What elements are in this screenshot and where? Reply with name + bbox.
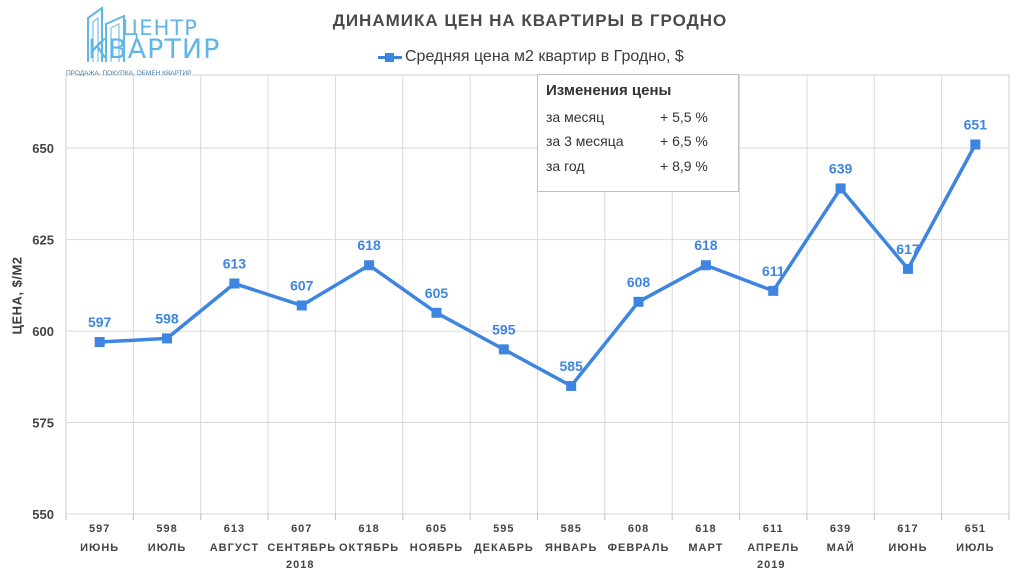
data-label: 585 — [559, 358, 583, 374]
x-category-label: АПРЕЛЬ — [747, 542, 799, 554]
price-change-title: Изменения цены — [546, 82, 672, 99]
data-label: 618 — [694, 237, 718, 253]
y-tick-label: 550 — [32, 507, 54, 522]
data-label: 639 — [829, 160, 853, 176]
x-value-label: 608 — [628, 523, 649, 535]
x-category-label: МАРТ — [688, 542, 723, 554]
company-logo: ЦЕНТР КВАРТИР ПРОДАЖА. ПОКУПКА. ОБМЕН КВ… — [66, 4, 219, 86]
x-value-label: 597 — [89, 523, 110, 535]
data-label: 598 — [155, 310, 179, 326]
x-value-label: 607 — [291, 523, 312, 535]
data-point — [700, 260, 711, 271]
x-value-label: 585 — [560, 523, 581, 535]
legend-label: Средняя цена м2 квартир в Гродно, $ — [405, 48, 684, 65]
change-row-year: за год + 8,9 % — [546, 158, 736, 176]
building-icon — [87, 6, 125, 62]
x-category-label: ДЕКАБРЬ — [474, 542, 534, 554]
data-point — [835, 183, 846, 194]
data-label: 595 — [492, 321, 516, 337]
change-value: + 5,5 % — [660, 109, 708, 125]
logo-text-main: КВАРТИР — [88, 34, 221, 65]
logo-tagline: ПРОДАЖА. ПОКУПКА. ОБМЕН КВАРТИР — [66, 70, 192, 77]
data-point — [970, 139, 981, 150]
x-category-label: ЯНВАРЬ — [545, 542, 597, 554]
data-point — [94, 337, 105, 348]
x-value-label: 639 — [830, 523, 851, 535]
y-axis-title: ЦЕНА, $/М2 — [9, 256, 25, 335]
x-value-label: 598 — [156, 523, 177, 535]
x-category-label: ИЮНЬ — [80, 542, 119, 554]
x-value-label: 617 — [897, 523, 918, 535]
x-category-label: МАЙ — [827, 541, 855, 554]
x-category-label: ИЮНЬ — [888, 542, 927, 554]
series-price — [94, 139, 981, 391]
x-category-label: ИЮЛЬ — [148, 542, 186, 554]
x-value-label: 605 — [426, 523, 447, 535]
data-point — [229, 278, 240, 289]
x-value-label: 595 — [493, 523, 514, 535]
data-point — [498, 344, 509, 355]
data-point — [902, 263, 913, 274]
data-point — [566, 380, 577, 391]
data-label: 613 — [223, 256, 247, 272]
data-label: 597 — [88, 314, 112, 330]
y-tick-label: 625 — [32, 233, 54, 248]
y-tick-label: 600 — [32, 324, 54, 339]
x-value-label: 618 — [358, 523, 379, 535]
data-label: 605 — [425, 285, 449, 301]
legend-marker-icon — [378, 50, 402, 64]
data-label: 608 — [627, 274, 651, 290]
data-point — [768, 285, 779, 296]
data-point — [364, 260, 375, 271]
data-point — [633, 296, 644, 307]
data-label: 618 — [357, 237, 381, 253]
data-point — [431, 307, 442, 318]
data-label: 607 — [290, 277, 314, 293]
change-label: за год — [546, 158, 585, 174]
x-category-label: СЕНТЯБРЬ — [267, 542, 336, 554]
data-labels: 597 598 613 607 618 605 595 585 608 618 611 639 617 6… — [88, 117, 987, 374]
change-value: + 8,9 % — [660, 158, 708, 174]
x-category-label: ОКТЯБРЬ — [339, 542, 399, 554]
x-value-label: 651 — [965, 523, 986, 535]
legend: Средняя цена м2 квартир в Гродно, $ — [378, 47, 684, 67]
data-point — [296, 300, 307, 311]
y-tick-label: 650 — [32, 141, 54, 156]
x-category-label: ФЕВРАЛЬ — [608, 542, 670, 554]
x-value-label: 613 — [224, 523, 245, 535]
data-label: 651 — [964, 117, 988, 133]
data-label: 617 — [896, 241, 920, 257]
chart-title: ДИНАМИКА ЦЕН НА КВАРТИРЫ В ГРОДНО — [332, 11, 728, 30]
x-category-label: ИЮЛЬ — [956, 542, 994, 554]
x-value-label: 618 — [695, 523, 716, 535]
x-value-label: 611 — [763, 523, 784, 535]
change-row-month: за месяц + 5,5 % — [546, 109, 736, 127]
x-category-label: АВГУСТ — [210, 542, 259, 554]
year-label-2019: 2019 — [757, 559, 786, 571]
series-line — [99, 143, 977, 388]
change-value: + 6,5 % — [660, 133, 708, 149]
price-change-box: Изменения цены за месяц + 5,5 % за 3 мес… — [537, 74, 739, 192]
y-tick-label: 575 — [32, 416, 54, 431]
change-label: за месяц — [546, 109, 605, 125]
change-row-3months: за 3 месяца + 6,5 % — [546, 133, 736, 151]
data-label: 611 — [762, 263, 785, 279]
logo-text-top: ЦЕНТР — [122, 16, 198, 40]
x-category-label: НОЯБРЬ — [410, 542, 463, 554]
data-point — [162, 333, 173, 344]
year-label-2018: 2018 — [286, 559, 315, 571]
change-label: за 3 месяца — [546, 133, 624, 149]
axis-labels: 550 575 600 625 650 597 ИЮНЬ 598 ИЮЛЬ 613 АВГУСТ 60… — [32, 141, 994, 554]
